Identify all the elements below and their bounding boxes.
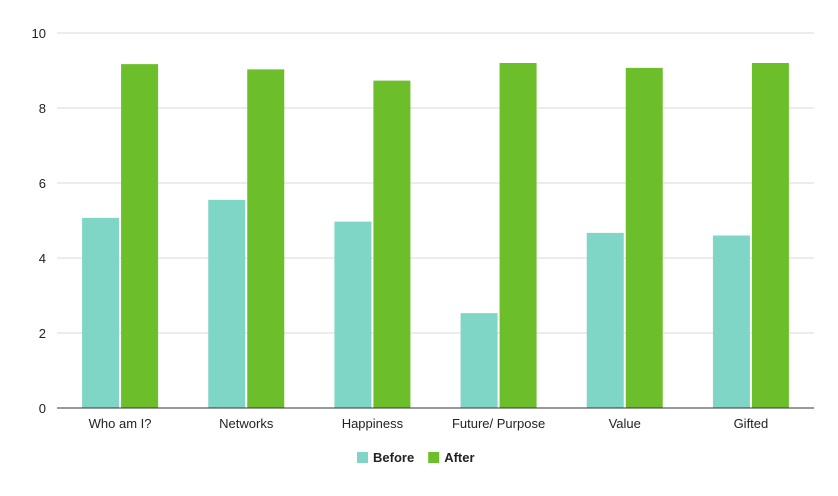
y-tick-label: 6 [39,176,46,191]
y-tick-label: 8 [39,101,46,116]
y-tick-label: 4 [39,251,46,266]
bar-after-3 [499,63,537,408]
bar-before-3 [460,313,498,408]
bar-after-1 [247,69,285,408]
y-tick-label: 10 [32,26,46,41]
x-category-label: Future/ Purpose [452,416,545,431]
bar-before-4 [586,232,624,408]
x-category-label: Networks [219,416,274,431]
legend-label-after: After [444,450,474,465]
x-category-label: Value [609,416,641,431]
bar-after-2 [373,80,411,408]
x-category-label: Gifted [734,416,769,431]
y-axis-ticks: 0 2 4 6 8 10 [32,26,46,416]
x-axis-categories: Who am I? Networks Happiness Future/ Purpos… [89,416,769,431]
x-category-label: Happiness [342,416,404,431]
y-tick-label: 0 [39,401,46,416]
y-tick-label: 2 [39,326,46,341]
bar-after-5 [751,63,789,408]
legend-swatch-after [428,452,440,463]
bars [82,63,789,408]
bar-before-2 [334,221,372,408]
x-category-label: Who am I? [89,416,152,431]
legend-swatch-before [357,452,368,463]
bar-before-5 [712,235,750,408]
legend-label-before: Before [373,450,414,465]
bar-after-4 [625,67,663,408]
bar-before-1 [208,199,246,408]
gridlines [57,32,814,334]
bar-after-0 [121,64,159,408]
legend: Before After [357,450,475,465]
bar-before-0 [82,217,120,408]
